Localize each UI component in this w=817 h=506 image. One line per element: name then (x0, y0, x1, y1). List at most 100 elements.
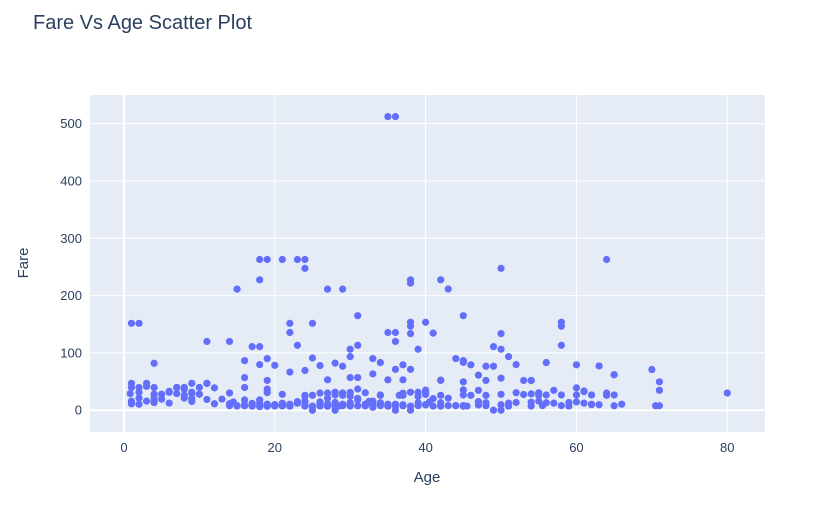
data-point[interactable] (565, 402, 573, 410)
data-point[interactable] (142, 382, 151, 390)
data-point[interactable] (339, 402, 347, 410)
data-point[interactable] (225, 389, 234, 397)
data-point[interactable] (256, 343, 264, 351)
data-point[interactable] (406, 406, 415, 414)
data-point[interactable] (572, 384, 581, 392)
data-point[interactable] (542, 391, 550, 399)
data-point[interactable] (489, 406, 498, 414)
data-point[interactable] (429, 402, 437, 410)
data-point[interactable] (323, 402, 332, 410)
data-point[interactable] (278, 255, 286, 264)
data-point[interactable] (263, 389, 271, 397)
data-point[interactable] (150, 398, 158, 407)
data-point[interactable] (520, 390, 528, 399)
data-point[interactable] (459, 312, 467, 320)
data-point[interactable] (437, 391, 445, 399)
data-point[interactable] (256, 402, 264, 411)
data-point[interactable] (489, 343, 498, 351)
data-point[interactable] (512, 361, 520, 369)
data-point[interactable] (316, 389, 324, 397)
data-point[interactable] (406, 365, 415, 373)
data-point[interactable] (384, 400, 392, 408)
data-point[interactable] (504, 353, 513, 361)
data-point[interactable] (203, 337, 211, 346)
data-point[interactable] (323, 285, 332, 293)
data-point[interactable] (497, 401, 505, 409)
data-point[interactable] (188, 379, 196, 387)
data-point[interactable] (422, 386, 430, 394)
data-point[interactable] (655, 378, 664, 386)
data-point[interactable] (293, 341, 302, 349)
data-point[interactable] (557, 402, 565, 410)
data-point[interactable] (422, 401, 430, 409)
data-point[interactable] (286, 328, 294, 337)
data-point[interactable] (142, 397, 151, 405)
data-point[interactable] (286, 319, 294, 327)
data-point[interactable] (467, 391, 475, 399)
data-point[interactable] (482, 362, 490, 370)
data-point[interactable] (572, 391, 581, 399)
data-point[interactable] (369, 355, 377, 363)
data-point[interactable] (263, 400, 271, 408)
data-point[interactable] (459, 391, 467, 399)
data-point[interactable] (497, 264, 505, 272)
data-point[interactable] (384, 113, 392, 121)
data-point[interactable] (542, 399, 550, 407)
data-point[interactable] (346, 401, 354, 409)
data-point[interactable] (580, 388, 588, 396)
data-point[interactable] (535, 389, 543, 397)
data-point[interactable] (422, 318, 430, 326)
data-point[interactable] (135, 388, 143, 396)
data-point[interactable] (369, 370, 377, 378)
data-point[interactable] (331, 388, 339, 396)
data-point[interactable] (482, 399, 490, 407)
data-point[interactable] (376, 402, 384, 410)
data-point[interactable] (308, 319, 317, 327)
data-point[interactable] (527, 376, 535, 385)
data-point[interactable] (414, 392, 422, 400)
data-point[interactable] (497, 406, 505, 414)
data-point[interactable] (278, 401, 286, 409)
data-point[interactable] (339, 390, 347, 398)
data-point[interactable] (180, 385, 188, 393)
data-point[interactable] (173, 383, 181, 392)
data-point[interactable] (127, 383, 136, 392)
data-point[interactable] (263, 255, 271, 264)
data-point[interactable] (301, 397, 309, 405)
data-point[interactable] (391, 337, 400, 346)
data-point[interactable] (527, 390, 535, 398)
data-point[interactable] (339, 362, 347, 370)
data-point[interactable] (271, 402, 279, 410)
data-point[interactable] (339, 285, 347, 293)
data-point[interactable] (520, 376, 528, 385)
data-point[interactable] (256, 276, 264, 284)
data-point[interactable] (587, 391, 596, 399)
data-point[interactable] (263, 376, 271, 385)
data-point[interactable] (527, 402, 535, 410)
data-point[interactable] (316, 402, 324, 410)
data-point[interactable] (550, 399, 558, 407)
data-point[interactable] (158, 390, 166, 398)
data-point[interactable] (225, 337, 234, 346)
data-point[interactable] (437, 376, 445, 385)
data-point[interactable] (557, 341, 565, 349)
data-point[interactable] (346, 388, 354, 397)
data-point[interactable] (165, 399, 173, 407)
data-point[interactable] (369, 403, 377, 411)
data-point[interactable] (497, 329, 505, 338)
data-point[interactable] (399, 376, 407, 384)
data-point[interactable] (459, 378, 467, 386)
data-point[interactable] (293, 255, 302, 264)
data-point[interactable] (301, 264, 309, 272)
data-point[interactable] (444, 394, 452, 402)
data-point[interactable] (497, 345, 505, 353)
data-point[interactable] (610, 402, 618, 410)
data-point[interactable] (188, 389, 196, 398)
data-point[interactable] (263, 355, 271, 363)
data-point[interactable] (406, 279, 415, 287)
data-point[interactable] (173, 389, 181, 398)
data-point[interactable] (354, 312, 362, 320)
data-point[interactable] (542, 358, 550, 367)
data-point[interactable] (241, 373, 249, 382)
data-point[interactable] (203, 379, 211, 387)
